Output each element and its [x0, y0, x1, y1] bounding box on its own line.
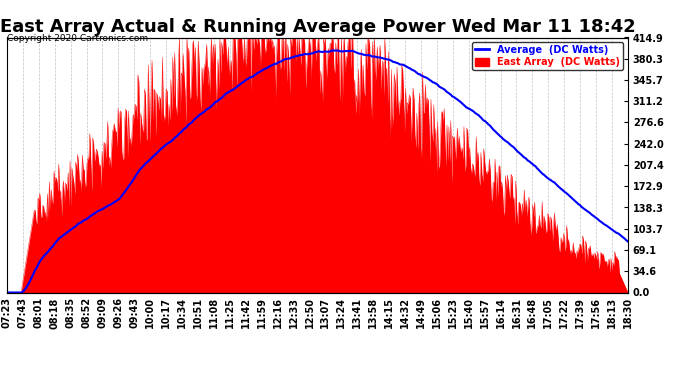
Legend: Average  (DC Watts), East Array  (DC Watts): Average (DC Watts), East Array (DC Watts…	[472, 42, 623, 70]
Title: East Array Actual & Running Average Power Wed Mar 11 18:42: East Array Actual & Running Average Powe…	[0, 18, 635, 36]
Text: Copyright 2020 Cartronics.com: Copyright 2020 Cartronics.com	[7, 34, 148, 43]
